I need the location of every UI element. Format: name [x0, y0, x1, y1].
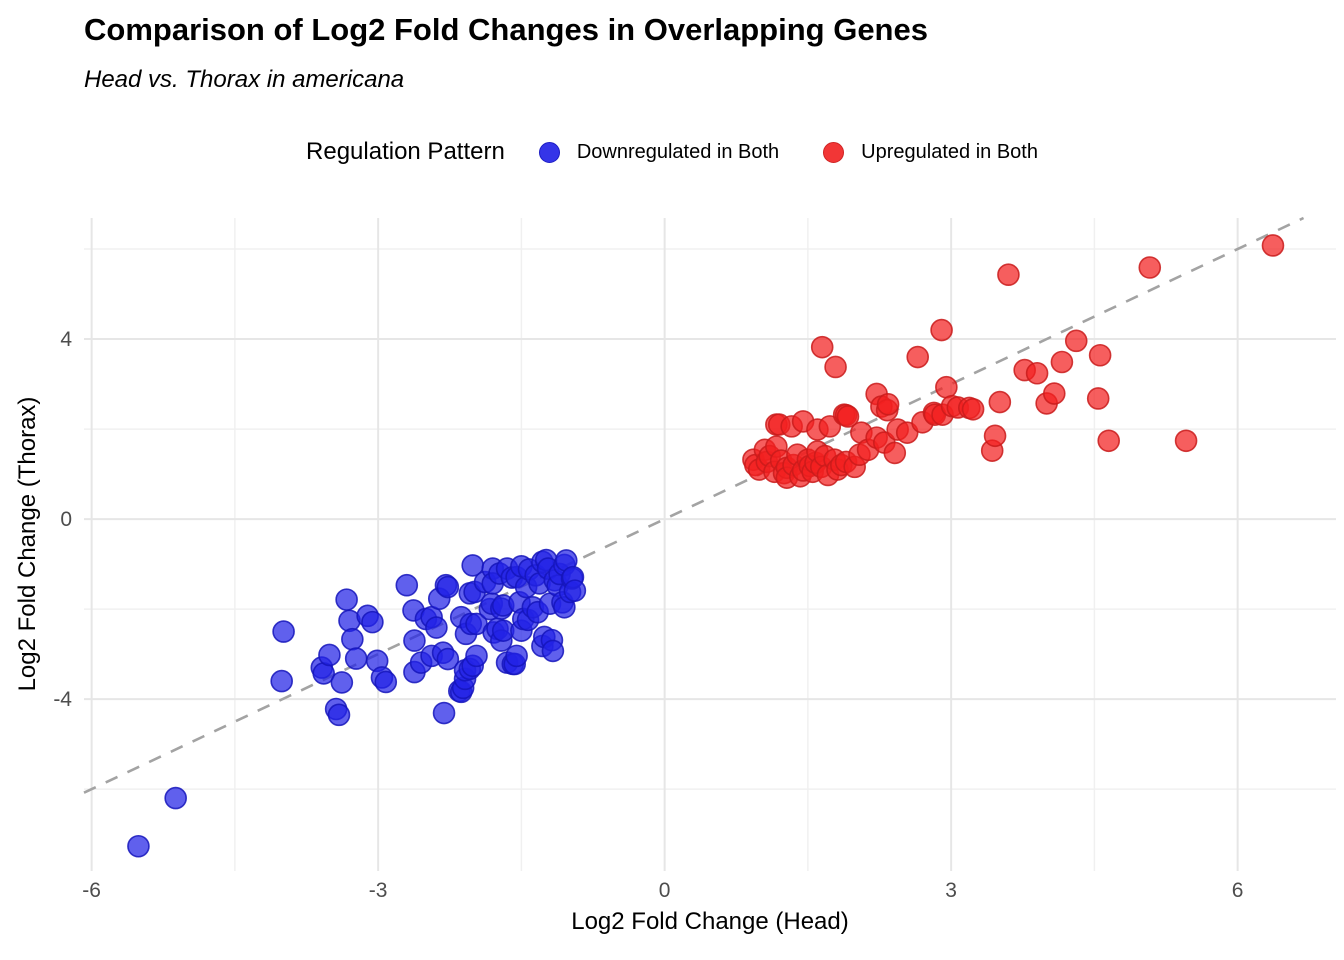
data-point	[272, 620, 295, 643]
y-tick-label: 4	[60, 328, 72, 351]
data-point	[563, 579, 587, 602]
data-point	[836, 405, 860, 428]
data-point	[1025, 361, 1049, 385]
x-tick-label: 0	[659, 879, 671, 902]
legend-item-label: Upregulated in Both	[861, 140, 1038, 163]
legend-dot-icon	[823, 141, 845, 163]
data-point	[327, 703, 351, 727]
data-point	[127, 834, 150, 858]
data-point	[1086, 387, 1110, 410]
data-point	[997, 263, 1020, 287]
legend-item-label: Downregulated in Both	[576, 140, 780, 163]
x-tick-label: -6	[82, 879, 101, 902]
data-point	[344, 647, 368, 670]
x-tick-label: -3	[369, 879, 388, 902]
data-point	[988, 390, 1012, 414]
y-tick-label: 0	[60, 508, 72, 531]
data-point	[1064, 329, 1088, 353]
legend-title: Regulation Pattern	[306, 138, 505, 165]
data-point	[983, 424, 1007, 448]
data-point	[935, 375, 958, 399]
data-point	[1261, 234, 1285, 257]
data-point	[906, 345, 930, 369]
data-point	[1042, 382, 1066, 405]
data-point	[810, 335, 834, 359]
data-point	[270, 669, 293, 693]
data-point	[1174, 429, 1198, 453]
chart-subtitle: Head vs. Thorax in americana	[84, 66, 405, 93]
y-axis-label: Log2 Fold Change (Thorax)	[14, 396, 41, 692]
plot-panel	[84, 218, 1336, 871]
data-point	[374, 670, 398, 694]
data-point	[505, 644, 528, 668]
data-point	[395, 573, 419, 597]
data-point	[335, 588, 358, 611]
x-tick-label: 6	[1232, 879, 1244, 902]
data-point	[930, 318, 953, 342]
data-point	[1097, 429, 1121, 453]
x-axis-label: Log2 Fold Change (Head)	[571, 908, 849, 935]
data-point	[318, 643, 341, 667]
data-point	[465, 644, 488, 668]
legend-item: Downregulated in Both	[538, 140, 780, 164]
data-point	[961, 397, 985, 421]
data-point	[1138, 256, 1162, 279]
data-point	[436, 647, 460, 671]
data-point	[1088, 343, 1112, 367]
data-point	[361, 610, 384, 634]
data-point	[403, 629, 426, 652]
data-point	[876, 393, 900, 416]
identity-reference-line	[83, 216, 1305, 794]
x-tick-label: 3	[945, 879, 957, 902]
data-point	[883, 441, 907, 465]
data-point	[341, 627, 364, 651]
y-tick-label: -4	[53, 688, 72, 711]
legend-item: Upregulated in Both	[823, 141, 1038, 164]
data-point	[425, 616, 448, 639]
data-point	[164, 786, 187, 810]
chart-title: Comparison of Log2 Fold Changes in Overl…	[84, 12, 928, 47]
legend-dot-icon	[538, 141, 560, 163]
data-point	[541, 639, 565, 663]
legend: Regulation Pattern Downregulated in Both…	[0, 130, 1344, 174]
data-point	[436, 575, 460, 599]
data-point	[1050, 350, 1074, 374]
data-point	[330, 671, 354, 694]
data-point	[432, 701, 456, 725]
legend-items: Downregulated in Both Upregulated in Both	[538, 140, 1038, 164]
data-point	[824, 355, 847, 379]
